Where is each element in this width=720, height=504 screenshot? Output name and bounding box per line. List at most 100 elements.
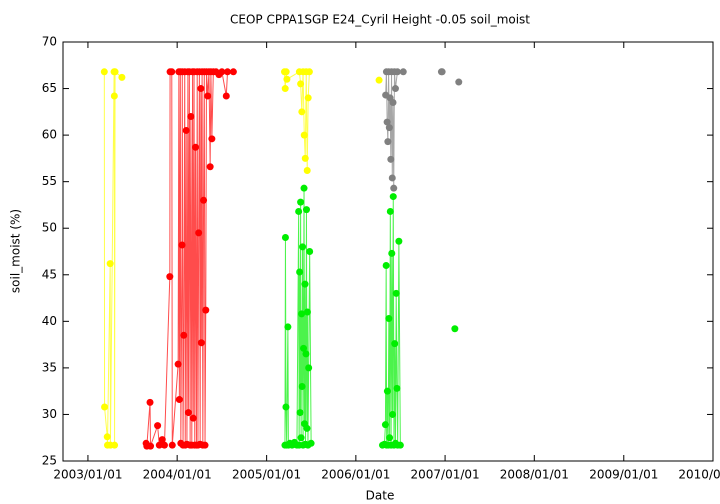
data-point [306,248,314,255]
data-point [389,410,397,418]
data-point [118,73,126,81]
x-tick-label: 2004/01/01 [143,468,212,482]
y-tick-label: 55 [42,174,57,188]
data-point [455,78,463,86]
y-tick-label: 50 [42,221,57,235]
data-point [392,289,400,297]
data-point [383,387,391,395]
data-point [201,441,209,449]
plot-frame [62,41,714,462]
data-point [386,434,394,442]
data-point [158,436,166,444]
data-point [384,138,392,146]
y-tick-label: 70 [42,35,57,49]
data-point [399,68,407,76]
data-point [391,340,399,348]
data-point [224,68,232,76]
data-point [197,85,205,93]
data-point [301,154,309,162]
data-point [184,409,192,417]
data-point [178,241,186,249]
data-point [299,243,307,251]
y-tick-label: 30 [42,407,57,421]
data-point [222,92,230,100]
data-point [438,68,446,76]
data-point [451,325,459,333]
data-point [180,331,188,339]
data-point [218,68,226,76]
data-point [160,441,168,449]
data-point [168,441,176,449]
data-point [281,234,289,242]
data-point [166,273,174,281]
data-point [175,396,183,404]
data-point [297,198,305,206]
data-point [281,85,289,93]
y-tick-label: 60 [42,128,57,142]
y-tick-label: 35 [42,360,57,374]
data-point [296,268,304,276]
data-point [385,124,393,132]
data-point [200,196,208,204]
data-point [111,441,119,449]
data-point [300,184,308,192]
data-point [187,112,195,120]
chart-title: CEOP CPPA1SGP E24_Cyril Height -0.05 soi… [230,13,530,27]
data-point [385,315,393,323]
x-tick-label: 2005/01/01 [232,468,301,482]
data-point [300,344,308,352]
data-point [389,193,397,201]
data-point [295,207,303,215]
data-point [206,163,214,171]
data-point [204,92,212,100]
data-point [103,433,111,441]
plot-area [100,68,463,450]
y-tick-label: 65 [42,81,57,95]
data-point [300,131,308,139]
x-tick-label: 2009/01/01 [589,468,658,482]
data-point [191,143,199,151]
data-point [395,237,403,245]
data-point [391,85,399,93]
data-point [101,403,109,411]
data-point [111,68,119,76]
data-point [307,439,315,447]
data-point [229,68,237,76]
data-point [298,383,306,391]
y-tick-label: 40 [42,314,57,328]
series-line [385,71,404,189]
y-tick-label: 25 [42,454,57,468]
data-point [155,441,163,449]
data-point [182,126,190,134]
data-point [154,422,162,430]
data-point [297,434,305,442]
data-point [197,339,205,347]
x-tick-label: 2008/01/01 [500,468,569,482]
data-point [298,108,306,116]
data-point [304,94,312,102]
data-point [302,350,310,358]
data-point [301,280,309,288]
data-point [282,68,290,76]
y-tick-label: 45 [42,267,57,281]
data-point [302,206,310,214]
data-point [298,310,306,318]
x-axis-label: Date [366,489,395,503]
data-point [282,403,290,411]
data-point [147,442,155,450]
data-point [303,424,311,432]
data-point [382,261,390,269]
data-point [189,414,197,422]
data-point [195,229,203,237]
data-point [106,260,114,268]
data-point [396,441,404,449]
data-point [202,306,210,314]
data-point [389,99,397,107]
data-point [305,68,313,76]
data-point [388,174,396,182]
x-tick-label: 2006/01/01 [321,468,390,482]
data-point [386,207,394,215]
data-point [208,135,216,143]
